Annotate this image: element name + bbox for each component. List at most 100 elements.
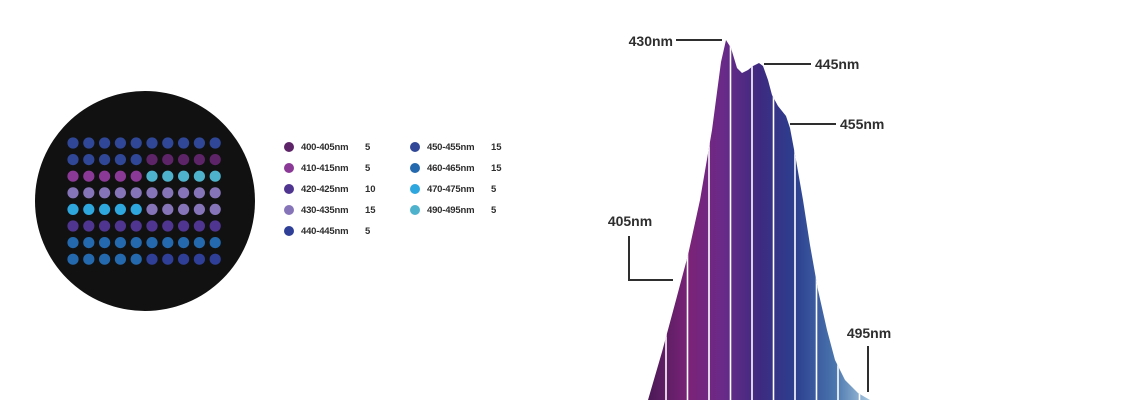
led-400-405nm (209, 154, 221, 166)
led-490-495nm (209, 170, 221, 182)
legend-swatch (410, 142, 420, 152)
led-420-425nm (83, 220, 95, 232)
led-460-465nm (99, 237, 111, 249)
led-430-435nm (193, 203, 205, 215)
legend-count-label: 15 (491, 162, 502, 174)
led-400-405nm (146, 154, 158, 166)
led-460-465nm (114, 253, 126, 265)
legend-range-label: 440-445nm (301, 225, 349, 237)
led-450-455nm (114, 154, 126, 166)
legend-count-label: 5 (491, 204, 497, 216)
legend-item: 400-405nm 5 (284, 140, 370, 154)
led-460-465nm (193, 237, 205, 249)
led-430-435nm (193, 187, 205, 199)
led-420-425nm (193, 220, 205, 232)
led-470-475nm (99, 203, 111, 215)
led-430-435nm (114, 187, 126, 199)
led-410-415nm (130, 170, 142, 182)
led-410-415nm (67, 170, 79, 182)
led-460-465nm (67, 237, 79, 249)
led-420-425nm (162, 220, 174, 232)
led-430-435nm (146, 203, 158, 215)
leader-line-405 (628, 236, 673, 281)
led-420-425nm (99, 220, 111, 232)
legend-count-label: 5 (365, 225, 371, 237)
legend-range-label: 450-455nm (427, 141, 475, 153)
led-450-455nm (67, 154, 79, 166)
led-450-455nm (83, 137, 95, 149)
led-grid (67, 137, 221, 265)
legend-swatch (284, 184, 294, 194)
led-490-495nm (178, 170, 190, 182)
led-430-435nm (146, 187, 158, 199)
led-450-455nm (114, 137, 126, 149)
led-430-435nm (99, 187, 111, 199)
legend-count-label: 15 (491, 141, 502, 153)
led-400-405nm (193, 154, 205, 166)
led-460-465nm (130, 253, 142, 265)
led-450-455nm (67, 137, 79, 149)
legend-range-label: 470-475nm (427, 183, 475, 195)
legend-item: 440-445nm 5 (284, 224, 370, 238)
peak-label-405: 405nm (608, 213, 652, 229)
led-430-435nm (83, 187, 95, 199)
led-460-465nm (146, 237, 158, 249)
legend-range-label: 490-495nm (427, 204, 475, 216)
led-490-495nm (193, 170, 205, 182)
legend-range-label: 400-405nm (301, 141, 349, 153)
led-440-445nm (193, 253, 205, 265)
led-420-425nm (146, 220, 158, 232)
led-450-455nm (209, 137, 221, 149)
led-450-455nm (178, 137, 190, 149)
led-420-425nm (209, 220, 221, 232)
led-440-445nm (146, 253, 158, 265)
led-460-465nm (67, 253, 79, 265)
led-450-455nm (193, 137, 205, 149)
led-440-445nm (178, 253, 190, 265)
led-430-435nm (178, 187, 190, 199)
led-460-465nm (162, 237, 174, 249)
legend-swatch (284, 226, 294, 236)
led-460-465nm (83, 253, 95, 265)
legend-swatch (284, 163, 294, 173)
legend-count-label: 15 (365, 204, 376, 216)
led-490-495nm (162, 170, 174, 182)
led-460-465nm (114, 237, 126, 249)
led-450-455nm (99, 137, 111, 149)
led-420-425nm (130, 220, 142, 232)
led-490-495nm (146, 170, 158, 182)
led-430-435nm (130, 187, 142, 199)
led-450-455nm (130, 137, 142, 149)
led-410-415nm (83, 170, 95, 182)
led-470-475nm (130, 203, 142, 215)
spectrum-curve-area (648, 40, 870, 400)
led-460-465nm (178, 237, 190, 249)
legend-item: 430-435nm 15 (284, 203, 376, 217)
led-410-415nm (114, 170, 126, 182)
legend-item: 460-465nm 15 (410, 161, 502, 175)
legend-item: 490-495nm 5 (410, 203, 496, 217)
wavelength-legend: 400-405nm 5 410-415nm 5 420-425nm 10 430-435nm… (284, 140, 524, 250)
led-450-455nm (162, 137, 174, 149)
led-420-425nm (67, 220, 79, 232)
led-430-435nm (209, 187, 221, 199)
legend-range-label: 420-425nm (301, 183, 349, 195)
peak-label-445: 445nm (815, 56, 859, 72)
legend-range-label: 410-415nm (301, 162, 349, 174)
led-460-465nm (209, 237, 221, 249)
led-430-435nm (162, 187, 174, 199)
legend-range-label: 430-435nm (301, 204, 349, 216)
legend-count-label: 5 (365, 162, 371, 174)
led-400-405nm (162, 154, 174, 166)
led-430-435nm (67, 187, 79, 199)
legend-range-label: 460-465nm (427, 162, 475, 174)
peak-label-495: 495nm (847, 325, 891, 341)
legend-swatch (410, 163, 420, 173)
legend-count-label: 5 (365, 141, 371, 153)
legend-swatch (410, 205, 420, 215)
led-450-455nm (130, 154, 142, 166)
legend-item: 420-425nm 10 (284, 182, 376, 196)
led-440-445nm (209, 253, 221, 265)
